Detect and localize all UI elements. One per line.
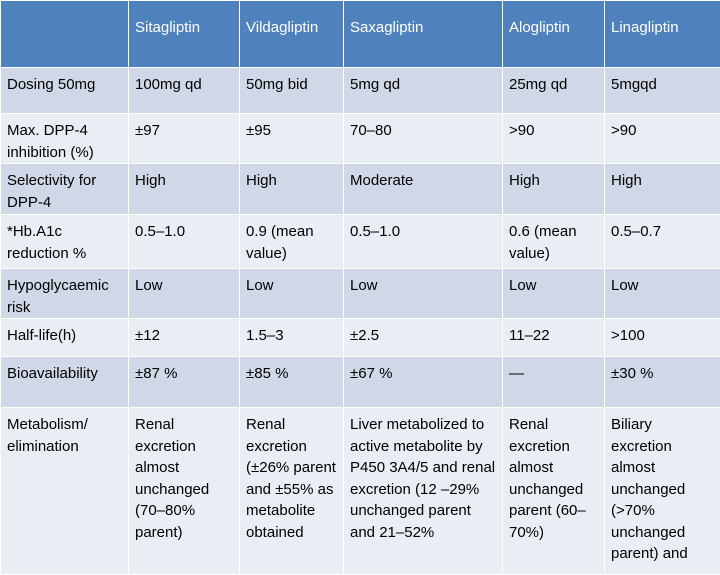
row-label-cell: Metabolism/ elimination — [1, 408, 129, 575]
table-cell: ±97 — [129, 114, 240, 164]
table-cell: ±12 — [129, 319, 240, 357]
table-row-bioavailability: Bioavailability ±87 % ±85 % ±67 % — ±30 … — [1, 357, 720, 408]
table-cell: High — [240, 164, 344, 215]
table-cell: ±95 — [240, 114, 344, 164]
table-row-half-life: Half-life(h) ±12 1.5–3 ±2.5 11–22 >100 — [1, 319, 720, 357]
table-row-max-inhibition: Max. DPP-4 inhibition (%) ±97 ±95 70–80 … — [1, 114, 720, 164]
header-alogliptin: Alogliptin — [503, 1, 605, 68]
table-cell: High — [503, 164, 605, 215]
table-cell: Biliary excretion almost unchanged (>70%… — [605, 408, 720, 575]
table-cell: ±85 % — [240, 357, 344, 408]
row-label-cell: Hypoglycaemic risk — [1, 269, 129, 319]
table-cell: 25mg qd — [503, 68, 605, 114]
table-row-dosing: Dosing 50mg 100mg qd 50mg bid 5mg qd 25m… — [1, 68, 720, 114]
row-label-cell: Half-life(h) — [1, 319, 129, 357]
table-row-selectivity: Selectivity for DPP-4 High High Moderate… — [1, 164, 720, 215]
table-cell: ±2.5 — [344, 319, 503, 357]
table-cell: ±30 % — [605, 357, 720, 408]
header-corner-cell — [1, 1, 129, 68]
table-cell: >100 — [605, 319, 720, 357]
table-cell: Renal excretion almost unchanged parent … — [503, 408, 605, 575]
header-linagliptin: Linagliptin — [605, 1, 720, 68]
row-label-cell: Max. DPP-4 inhibition (%) — [1, 114, 129, 164]
table-header-row: Sitagliptin Vildagliptin Saxagliptin Alo… — [1, 1, 720, 68]
table-cell: 0.5–1.0 — [129, 215, 240, 269]
header-saxagliptin: Saxagliptin — [344, 1, 503, 68]
table-cell: Renal excretion (±26% parent and ±55% as… — [240, 408, 344, 575]
table-row-hba1c-reduction: *Hb.A1c reduction % 0.5–1.0 0.9 (mean va… — [1, 215, 720, 269]
table-cell: 1.5–3 — [240, 319, 344, 357]
table-cell: ±87 % — [129, 357, 240, 408]
table-row-metabolism: Metabolism/ elimination Renal excretion … — [1, 408, 720, 575]
table-cell: >90 — [503, 114, 605, 164]
table-cell: High — [605, 164, 720, 215]
table-cell: 70–80 — [344, 114, 503, 164]
table-cell: 0.5–1.0 — [344, 215, 503, 269]
table-cell: Renal excretion almost unchanged (70–80%… — [129, 408, 240, 575]
table-cell: 0.5–0.7 — [605, 215, 720, 269]
table-cell: Low — [344, 269, 503, 319]
table-cell: Low — [129, 269, 240, 319]
table-row-hypoglycaemic-risk: Hypoglycaemic risk Low Low Low Low Low — [1, 269, 720, 319]
table-cell: 0.6 (mean value) — [503, 215, 605, 269]
header-sitagliptin: Sitagliptin — [129, 1, 240, 68]
row-label-cell: Selectivity for DPP-4 — [1, 164, 129, 215]
table-cell: >90 — [605, 114, 720, 164]
table-cell: 50mg bid — [240, 68, 344, 114]
table-cell: 11–22 — [503, 319, 605, 357]
table-cell: 5mgqd — [605, 68, 720, 114]
row-label-cell: Bioavailability — [1, 357, 129, 408]
table-cell: 100mg qd — [129, 68, 240, 114]
table-cell: Low — [605, 269, 720, 319]
table-cell: 5mg qd — [344, 68, 503, 114]
row-label-cell: Dosing 50mg — [1, 68, 129, 114]
table-cell: 0.9 (mean value) — [240, 215, 344, 269]
table-cell: — — [503, 357, 605, 408]
header-vildagliptin: Vildagliptin — [240, 1, 344, 68]
row-label-cell: *Hb.A1c reduction % — [1, 215, 129, 269]
table-cell: Liver metabolized to active metabolite b… — [344, 408, 503, 575]
table-cell: Low — [240, 269, 344, 319]
table-cell: Low — [503, 269, 605, 319]
table-cell: Moderate — [344, 164, 503, 215]
table-cell: High — [129, 164, 240, 215]
table-cell: ±67 % — [344, 357, 503, 408]
